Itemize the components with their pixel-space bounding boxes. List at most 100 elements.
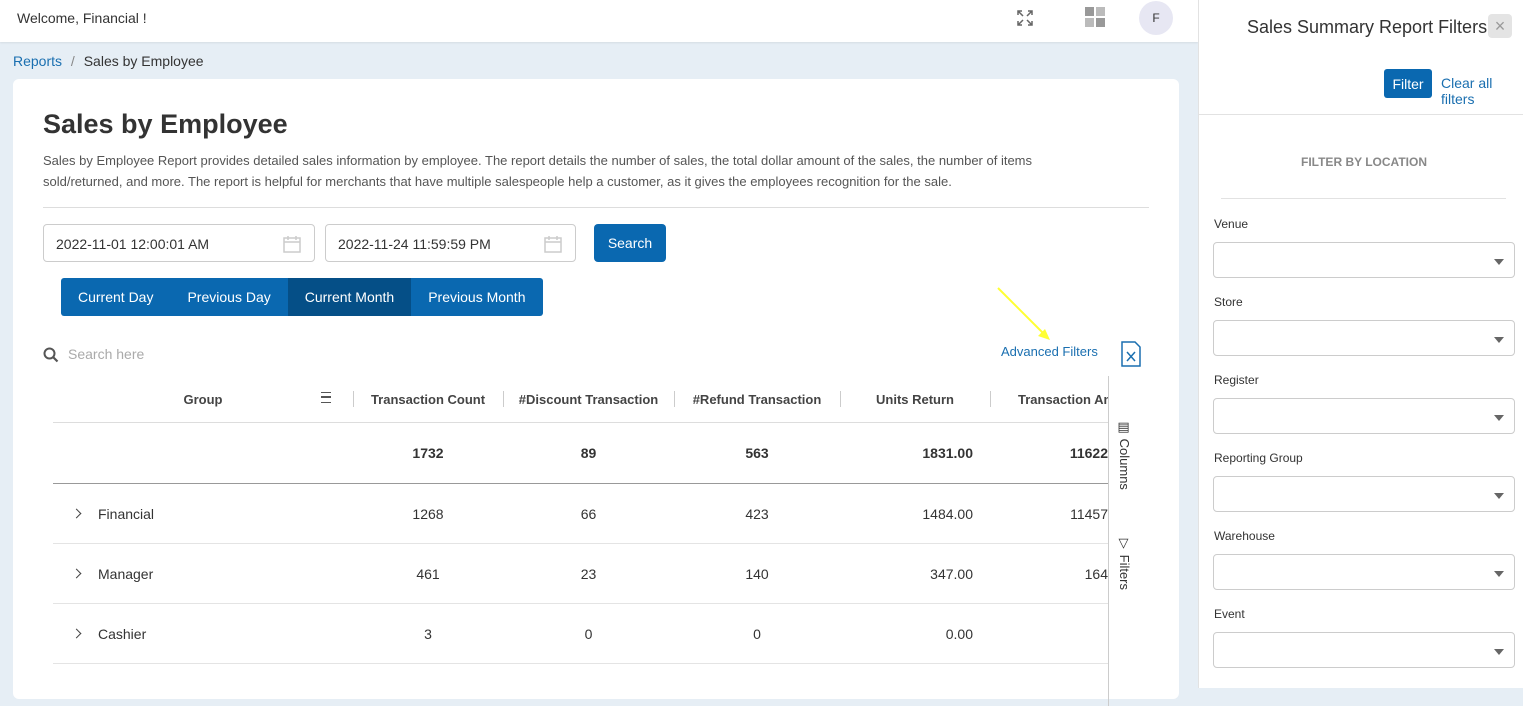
avatar[interactable]: F (1139, 1, 1173, 35)
column-menu-icon[interactable] (321, 392, 331, 403)
end-date-input[interactable]: 2022-11-24 11:59:59 PM (325, 224, 576, 262)
column-header[interactable]: #Refund Transaction (692, 391, 822, 407)
column-header[interactable]: Group (183, 391, 223, 407)
divider (43, 207, 1149, 208)
column-header[interactable]: Transaction Count (370, 391, 486, 407)
column-separator (503, 391, 504, 407)
column-separator (840, 391, 841, 407)
total-cell: 11622 (1069, 445, 1108, 461)
select-input[interactable] (1213, 554, 1515, 590)
calendar-icon (283, 236, 301, 253)
expand-chevron[interactable] (71, 568, 82, 579)
table-cell: 66 (580, 506, 597, 522)
filter-button[interactable]: Filter (1384, 69, 1432, 98)
table-cell: 140 (745, 566, 769, 582)
search-input[interactable]: Search here (68, 346, 145, 362)
total-cell: 1831.00 (922, 445, 973, 461)
report-description: Sales by Employee Report provides detail… (43, 153, 1033, 189)
row-border (53, 603, 1108, 604)
top-bar: Welcome, Financial ! F (0, 0, 1198, 42)
filter-panel: Sales Summary Report Filters × Filter Cl… (1198, 0, 1523, 688)
breadcrumb-current: Sales by Employee (83, 53, 204, 69)
table-cell: 164 (1084, 566, 1108, 582)
search-icon (43, 347, 59, 363)
filters-tab-label: Filters (1117, 554, 1132, 591)
advanced-filters-link[interactable]: Advanced Filters (1001, 344, 1098, 359)
select-input[interactable] (1213, 632, 1515, 668)
filters-tab[interactable]: ▽ Filters (1117, 536, 1132, 591)
expand-chevron[interactable] (71, 628, 82, 639)
column-header[interactable]: Transaction Am (1018, 391, 1108, 407)
table-cell: 11457 (1070, 506, 1108, 522)
table-cell: 423 (745, 506, 769, 522)
period-button[interactable]: Current Day (61, 278, 171, 316)
select-input[interactable] (1213, 320, 1515, 356)
total-cell: 563 (745, 445, 769, 461)
field-label: Venue (1214, 217, 1249, 231)
table-cell: 23 (580, 566, 597, 582)
row-border (53, 663, 1108, 664)
total-cell: 1732 (412, 445, 444, 461)
expand-chevron[interactable] (71, 508, 82, 519)
excel-export-icon[interactable] (1120, 341, 1142, 367)
breadcrumb: Reports / Sales by Employee (13, 53, 204, 69)
select-input[interactable] (1213, 476, 1515, 512)
group-cell: Manager (98, 566, 154, 582)
start-date-input[interactable]: 2022-11-01 12:00:01 AM (43, 224, 315, 262)
report-title: Sales by Employee (43, 109, 288, 139)
table-cell: 1268 (412, 506, 444, 522)
breadcrumb-link[interactable]: Reports (13, 53, 63, 69)
columns-tab-label: Columns (1117, 438, 1132, 490)
total-cell: 89 (580, 445, 597, 461)
field-label: Event (1214, 607, 1245, 621)
field-label: Store (1214, 295, 1243, 309)
select-input[interactable] (1213, 398, 1515, 434)
table-cell: 461 (416, 566, 440, 582)
calendar-icon (544, 236, 562, 253)
group-cell: Financial (98, 506, 155, 522)
select-input[interactable] (1213, 242, 1515, 278)
clear-filters-link[interactable]: Clear all filters (1441, 75, 1493, 107)
section-title: FILTER BY LOCATION (1301, 155, 1427, 169)
column-header[interactable]: #Discount Transaction (518, 391, 659, 407)
column-separator (353, 391, 354, 407)
panel-title: Sales Summary Report Filters (1247, 17, 1488, 37)
table-cell: 0 (753, 626, 761, 642)
period-button[interactable]: Previous Month (411, 278, 543, 316)
column-separator (990, 391, 991, 407)
period-buttons: Current Day Previous Day Current Month Prev… (61, 278, 543, 316)
table-cell: 3 (424, 626, 432, 642)
divider (1199, 114, 1523, 115)
period-button[interactable]: Current Month (287, 278, 412, 316)
row-border (53, 422, 1108, 423)
divider (1221, 198, 1506, 199)
side-bar: ▤ Columns ▽ Filters (1108, 376, 1149, 706)
search-button[interactable]: Search (594, 224, 666, 262)
report-card: Sales by Employee Sales by Employee Repo… (13, 79, 1179, 706)
field-label: Register (1214, 373, 1259, 387)
group-cell: Cashier (98, 626, 147, 642)
welcome-text: Welcome, Financial ! (17, 10, 147, 26)
fullscreen-icon[interactable] (1016, 9, 1034, 27)
table-cell: 1484.00 (922, 506, 973, 522)
columns-tab[interactable]: ▤ Columns (1117, 420, 1132, 490)
annotation-arrow (997, 287, 1050, 340)
breadcrumb-separator: / (70, 53, 75, 69)
end-date: 2022-11-24 11:59:59 PM (338, 236, 491, 252)
row-border (53, 483, 1108, 484)
column-separator (674, 391, 675, 407)
close-button[interactable]: × (1488, 14, 1512, 38)
column-header[interactable]: Units Return (876, 391, 954, 407)
period-button[interactable]: Previous Day (170, 278, 288, 316)
field-label: Reporting Group (1214, 451, 1303, 465)
start-date: 2022-11-01 12:00:01 AM (56, 236, 210, 252)
row-border (53, 543, 1108, 544)
table-cell: 347.00 (930, 566, 973, 582)
table-cell: 0 (584, 626, 593, 642)
data-table: Group Transaction Count #Discount Transact… (53, 376, 1108, 706)
field-label: Warehouse (1214, 529, 1275, 543)
table-cell: 0.00 (945, 626, 973, 642)
apps-icon[interactable] (1085, 7, 1106, 28)
column-menu-icon (321, 396, 331, 398)
